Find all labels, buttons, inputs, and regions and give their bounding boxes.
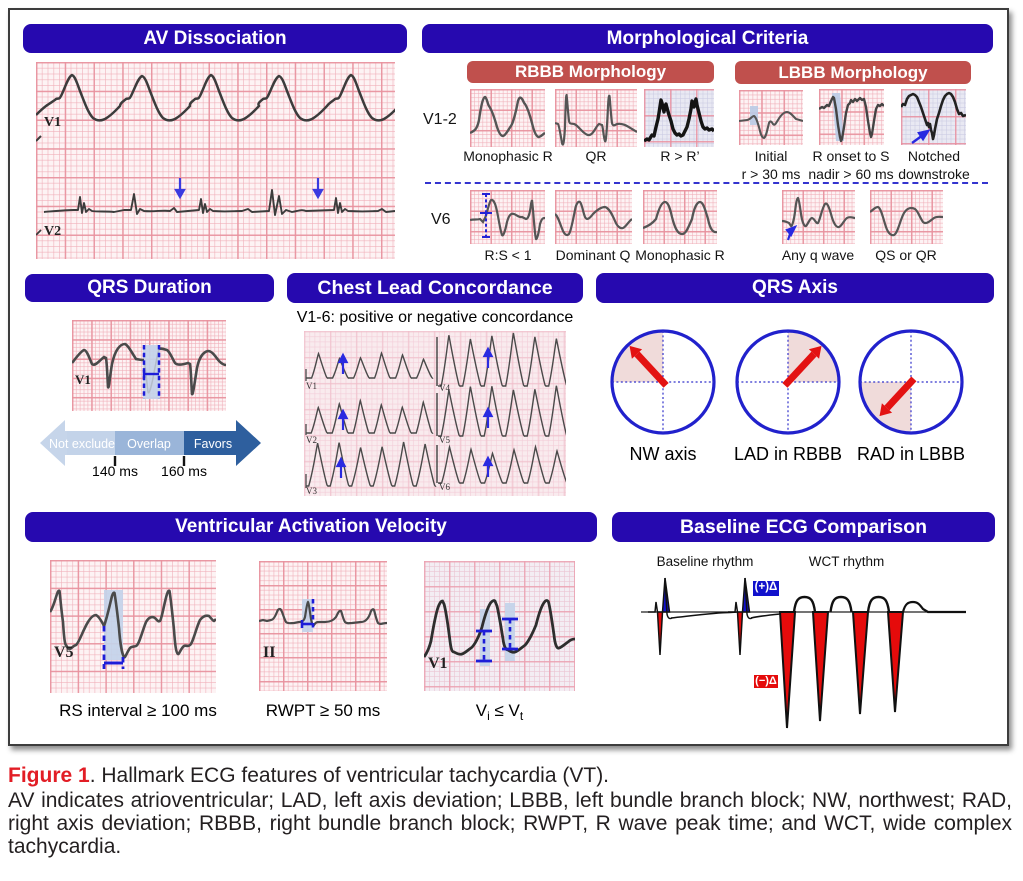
svg-text:V2: V2 xyxy=(306,435,317,445)
svg-text:V6: V6 xyxy=(439,482,450,492)
svg-text:Not exclude: Not exclude xyxy=(49,437,115,451)
svg-text:V1: V1 xyxy=(306,381,317,391)
svg-text:Favors: Favors xyxy=(194,437,232,451)
svg-text:Overlap: Overlap xyxy=(127,437,171,451)
svg-text:V5: V5 xyxy=(439,435,450,445)
svg-text:V4: V4 xyxy=(439,383,450,393)
svg-text:V3: V3 xyxy=(306,486,317,496)
